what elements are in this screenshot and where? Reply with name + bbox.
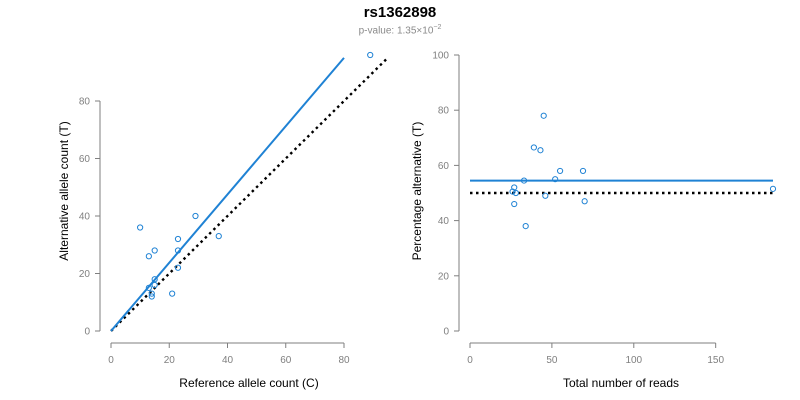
right-x-tick-label: 50: [546, 355, 558, 366]
left-data-point: [367, 51, 374, 59]
right-y-tick-label: 60: [438, 161, 450, 172]
right-data-point: [512, 189, 519, 197]
right-x-tick-label: 150: [707, 355, 724, 366]
right-y-tick-label: 100: [432, 51, 449, 62]
left-y-tick-label: 0: [84, 327, 90, 338]
left-data-point: [174, 247, 182, 254]
right-data-point: [530, 144, 537, 151]
left-data-point: [151, 276, 158, 283]
left-y-tick-label: 40: [79, 212, 91, 223]
right-y-tick-label: 40: [438, 216, 450, 227]
left-x-tick-label: 20: [164, 355, 176, 366]
right-data-point: [520, 177, 528, 184]
left-data-point: [174, 264, 182, 271]
left-x-tick-label: 40: [222, 355, 234, 366]
right-data-point: [552, 176, 559, 183]
left-y-tick-label: 80: [79, 97, 91, 108]
right-x-tick-label: 100: [625, 355, 642, 366]
left-data-point: [215, 233, 222, 240]
right-y-axis-label: Percentage alternative (T): [410, 122, 424, 261]
right-y-tick-label: 20: [438, 271, 450, 282]
left-x-tick-label: 80: [338, 355, 350, 366]
left-data-point: [169, 290, 176, 297]
left-data-point: [151, 281, 158, 289]
left-x-tick-label: 0: [108, 355, 114, 366]
chart-title: rs1362898: [363, 4, 437, 21]
left-data-point: [192, 212, 199, 220]
right-x-tick-label: 0: [467, 355, 473, 366]
right-data-point: [581, 198, 588, 205]
left-x-axis-label: Reference allele count (C): [179, 376, 318, 390]
p-value-text: p-value: 1.35×10: [358, 25, 434, 37]
right-data-point: [579, 167, 587, 175]
left-y-tick-label: 60: [79, 154, 91, 165]
chart-subtitle: p-value: 1.35×10−2: [0, 24, 800, 36]
right-scatter-panel: 0 50 100 150 0 20 40 60 80 100 Total number of rea…: [410, 51, 777, 390]
right-data-point: [769, 185, 777, 192]
left-data-point: [137, 224, 144, 231]
left-fit-line: [110, 57, 345, 332]
right-data-point: [522, 223, 529, 230]
left-y-tick-label: 20: [79, 269, 91, 280]
left-x-tick-label: 60: [280, 355, 292, 366]
left-data-point: [148, 293, 155, 300]
left-data-point: [174, 235, 182, 243]
left-data-point: [145, 253, 152, 260]
right-data-point: [511, 184, 518, 191]
left-data-point: [151, 247, 158, 254]
right-data-point: [540, 112, 547, 119]
right-y-tick-label: 80: [438, 106, 450, 117]
left-data-point: [145, 284, 152, 291]
left-data-point: [148, 290, 155, 297]
right-data-point: [556, 167, 564, 175]
right-data-point: [542, 192, 549, 199]
right-x-axis-label: Total number of reads: [563, 376, 679, 390]
p-value-exponent: −2: [433, 24, 442, 31]
left-scatter-panel: 0 20 40 60 80 0 20 40 60 80 Reference allele count…: [57, 51, 389, 390]
right-data-point: [511, 200, 518, 208]
left-reference-line: [110, 57, 389, 332]
right-data-point: [537, 147, 544, 154]
right-y-tick-label: 0: [443, 327, 449, 338]
left-y-axis-label: Alternative allele count (T): [57, 121, 71, 260]
